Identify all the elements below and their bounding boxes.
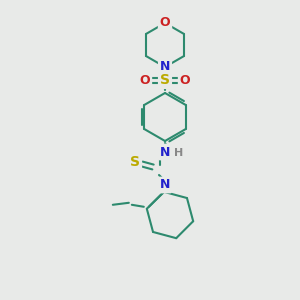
Text: O: O — [140, 74, 150, 86]
Text: H: H — [174, 148, 184, 158]
Text: O: O — [180, 74, 190, 86]
Text: S: S — [160, 73, 170, 87]
Text: N: N — [160, 178, 170, 191]
Text: O: O — [160, 16, 170, 29]
Text: N: N — [160, 146, 170, 158]
Text: N: N — [160, 61, 170, 74]
Text: S: S — [130, 155, 140, 169]
